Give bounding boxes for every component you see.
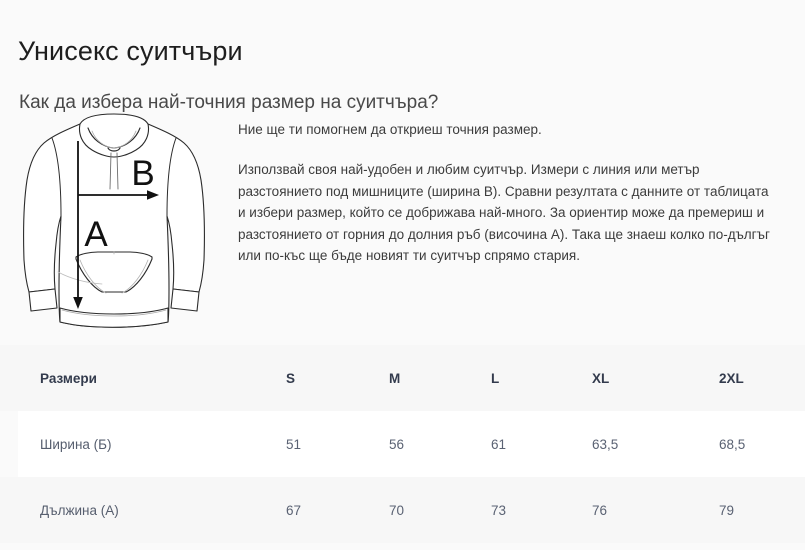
arrow-b-head [147, 190, 159, 200]
size-chart-head: Размери S M L XL 2XL [0, 345, 805, 411]
cell-width-m: 56 [389, 436, 405, 452]
table-header-row: Размери S M L XL 2XL [0, 345, 805, 411]
description-lead: Ние ще ти помогнем да откриеш точния раз… [238, 122, 542, 137]
pocket-line-right [121, 259, 149, 294]
cuff-left [28, 288, 58, 312]
hoodie-measurement-diagram: A B [18, 112, 214, 338]
hood-inner-line [91, 130, 137, 149]
description-block: Ние ще ти помогнем да откриеш точния раз… [238, 120, 774, 267]
collar-knot [107, 147, 121, 152]
cell-length-s: 67 [286, 502, 302, 518]
hem-band [59, 307, 169, 328]
table-row: Ширина (Б) 51 56 61 63,5 68,5 [0, 411, 805, 477]
kangaroo-pocket [75, 251, 153, 293]
hem-inner-line [61, 309, 167, 317]
row-label-width: Ширина (Б) [0, 411, 286, 477]
cell-width-xl: 63,5 [592, 436, 619, 452]
column-header-2xl: 2XL [719, 370, 744, 386]
cell-width-l: 61 [491, 436, 507, 452]
arrow-a-head [73, 297, 83, 309]
hood-outer [78, 113, 150, 158]
measurement-arrows [73, 141, 159, 309]
column-header-m: M [389, 370, 401, 386]
page-title: Унисекс суитчъри [18, 36, 243, 67]
cuff-right [170, 288, 200, 312]
hoodie-body-shape [23, 113, 205, 328]
drawstring-right [116, 152, 119, 190]
column-header-label: Размери [40, 370, 97, 386]
table-row: Дължина (А) 67 70 73 76 79 [0, 477, 805, 543]
pocket-line-left [79, 259, 107, 294]
cell-length-m: 70 [389, 502, 405, 518]
description-body: Използвай своя най-удобен и любим суитчъ… [238, 162, 770, 263]
hoodie-illustration-svg: A B [23, 113, 205, 328]
cell-length-2xl: 79 [719, 502, 735, 518]
page-subtitle: Как да избера най-точния размер на суитч… [19, 91, 439, 113]
column-header-l: L [491, 370, 500, 386]
cell-width-s: 51 [286, 436, 302, 452]
seam-left [51, 137, 62, 217]
drawstring-left [109, 152, 112, 190]
cell-length-xl: 76 [592, 502, 608, 518]
cell-width-2xl: 68,5 [719, 411, 805, 477]
figure-label-a: A [84, 215, 108, 254]
size-chart-body: Ширина (Б) 51 56 61 63,5 68,5 Дължина (А… [0, 411, 805, 543]
column-header-xl: XL [592, 370, 610, 386]
size-chart-table: Размери S M L XL 2XL Ширина (Б) 51 56 61… [0, 345, 805, 543]
seam-right [166, 137, 177, 217]
body-fold-left [57, 271, 103, 285]
row-label-length: Дължина (А) [40, 502, 119, 518]
figure-label-b: B [131, 154, 154, 193]
column-header-s: S [286, 370, 296, 386]
cell-length-l: 73 [491, 502, 507, 518]
